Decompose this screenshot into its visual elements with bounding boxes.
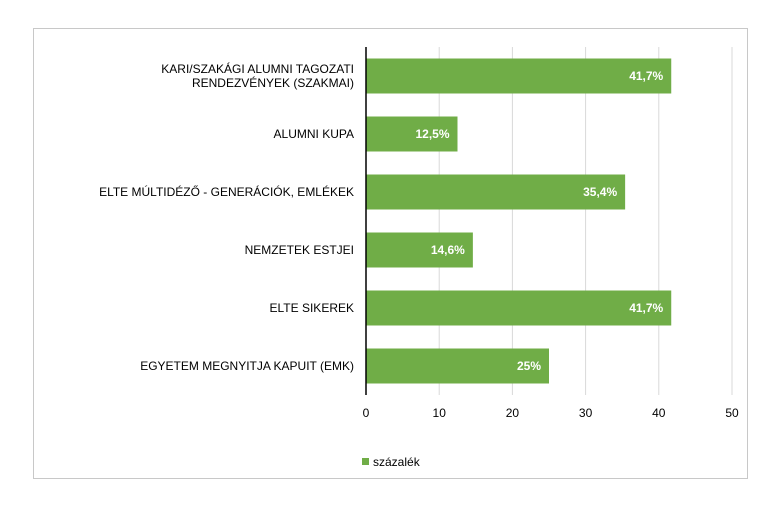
bars: 41,7% 12,5% 35,4% 14,6% 41,7% 25% (366, 58, 672, 384)
legend: százalék (362, 455, 421, 469)
x-tick-label-30: 30 (579, 406, 593, 420)
legend-swatch (362, 458, 369, 465)
bar-0 (366, 58, 672, 94)
x-tick-labels: 0 10 20 30 40 50 (363, 406, 739, 420)
data-label-1: 12,5% (415, 127, 449, 141)
category-label-5: EGYETEM MEGNYITJA KAPUIT (EMK) (140, 359, 354, 373)
legend-label-szazalek: százalék (373, 455, 421, 469)
category-label-0-line-0: KARI/SZAKÁGI ALUMNI TAGOZATI (161, 61, 354, 76)
bar-1 (366, 116, 458, 152)
grid-lines (438, 47, 733, 395)
data-label-3: 14,6% (431, 243, 465, 257)
x-tick-label-50: 50 (725, 406, 739, 420)
bar-4 (366, 290, 672, 326)
data-label-5: 25% (517, 359, 541, 373)
category-label-4: ELTE SIKEREK (270, 301, 354, 315)
data-label-2: 35,4% (583, 185, 617, 199)
x-tick-label-20: 20 (506, 406, 520, 420)
x-tick-label-40: 40 (652, 406, 666, 420)
bar-2 (366, 174, 626, 210)
category-label-2: ELTE MÚLTIDÉZŐ - GENERÁCIÓK, EMLÉKEK (99, 184, 354, 199)
category-label-1: ALUMNI KUPA (274, 127, 354, 141)
category-labels: KARI/SZAKÁGI ALUMNI TAGOZATIRENDEZVÉNYEK… (99, 61, 354, 373)
data-label-0: 41,7% (629, 69, 663, 83)
x-tick-label-0: 0 (363, 406, 370, 420)
bar-3 (366, 232, 473, 268)
category-label-0-line-1: RENDEZVÉNYEK (SZAKMAI) (192, 75, 354, 90)
data-label-4: 41,7% (629, 301, 663, 315)
bar-5 (366, 348, 549, 384)
category-label-3: NEMZETEK ESTJEI (245, 243, 354, 257)
x-tick-label-10: 10 (433, 406, 447, 420)
